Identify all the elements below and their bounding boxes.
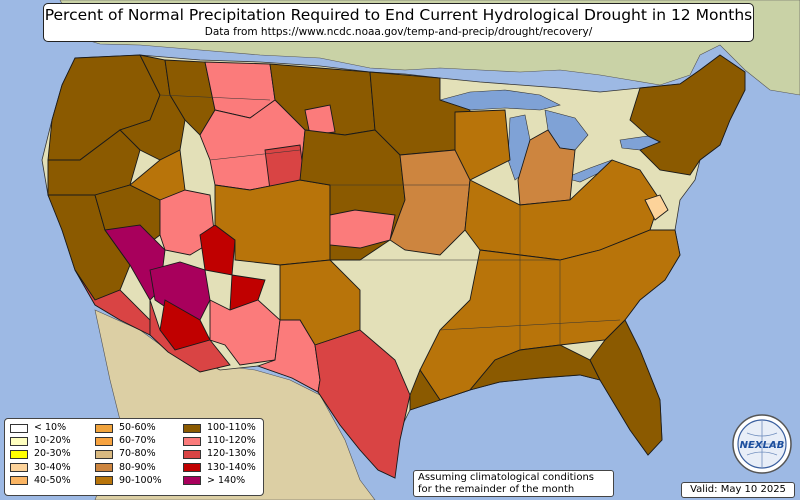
legend-item: 50-60%: [95, 422, 162, 434]
legend-label: 70-80%: [119, 448, 156, 460]
region-northeast: [629, 54, 746, 176]
legend-item: 60-70%: [95, 435, 162, 447]
map-title: Percent of Normal Precipitation Required…: [44, 6, 753, 24]
legend-item: > 140%: [183, 475, 256, 487]
legend-item: 100-110%: [183, 422, 256, 434]
legend-swatch: [95, 436, 113, 446]
legend-swatch: [10, 463, 28, 473]
legend-label: 120-130%: [207, 448, 256, 460]
legend: < 10% 10-20% 20-30% 30-40% 40-50% 50-60% 60-7…: [4, 418, 264, 496]
legend-swatch: [95, 449, 113, 459]
legend-item: 110-120%: [183, 435, 256, 447]
title-box: Percent of Normal Precipitation Required…: [43, 3, 754, 42]
region-arizona-south: [149, 299, 231, 373]
legend-item: 80-90%: [95, 462, 162, 474]
legend-swatch: [95, 476, 113, 486]
legend-swatch: [10, 423, 28, 433]
legend-item: 30-40%: [10, 462, 71, 474]
legend-item: 10-20%: [10, 435, 71, 447]
region-michigan: [517, 129, 576, 206]
globe-logo-icon: NEXLAB: [732, 414, 792, 474]
legend-swatch: [95, 463, 113, 473]
region-utah-red: [199, 224, 236, 276]
legend-swatch: [10, 476, 28, 486]
legend-label: 30-40%: [34, 461, 71, 473]
valid-date: Valid: May 10 2025: [681, 482, 795, 498]
note-line-2: for the remainder of the month: [418, 484, 575, 495]
legend-swatch: [10, 436, 28, 446]
legend-column: < 10% 10-20% 20-30% 30-40% 40-50%: [10, 422, 71, 488]
legend-swatch: [183, 436, 201, 446]
legend-swatch: [183, 463, 201, 473]
region-mid-atlantic-light: [644, 194, 669, 221]
legend-label: 100-110%: [207, 422, 256, 433]
legend-label: > 140%: [207, 474, 246, 486]
legend-column: 100-110% 110-120% 120-130% 130-140% > 140%: [183, 422, 256, 488]
logo-text: NEXLAB: [740, 440, 785, 451]
legend-label: 130-140%: [207, 461, 256, 473]
legend-label: 20-30%: [34, 448, 71, 460]
legend-label: 110-120%: [207, 435, 256, 447]
region-iowa-missouri: [389, 149, 471, 256]
legend-label: 50-60%: [119, 422, 156, 433]
legend-item: < 10%: [10, 422, 71, 434]
legend-swatch: [95, 423, 113, 433]
legend-item: 90-100%: [95, 475, 162, 487]
state-borders: [159, 94, 621, 350]
region-south-dakota-red: [304, 104, 336, 136]
legend-item: 40-50%: [10, 475, 71, 487]
legend-label: < 10%: [34, 422, 67, 433]
legend-swatch: [183, 423, 201, 433]
legend-label: 40-50%: [34, 474, 71, 486]
legend-label: 10-20%: [34, 435, 71, 447]
legend-item: 130-140%: [183, 462, 256, 474]
legend-label: 80-90%: [119, 461, 156, 473]
legend-column: 50-60% 60-70% 70-80% 80-90% 90-100%: [95, 422, 162, 488]
region-florida: [589, 319, 663, 456]
drought-regions: [47, 54, 746, 479]
legend-swatch: [10, 449, 28, 459]
lake-superior: [438, 89, 561, 111]
legend-item: 70-80%: [95, 448, 162, 460]
legend-swatch: [183, 476, 201, 486]
legend-item: 20-30%: [10, 448, 71, 460]
legend-label: 90-100%: [119, 474, 162, 486]
map-subtitle: Data from https://www.ncdc.noaa.gov/temp…: [204, 26, 593, 38]
assumption-note: Assuming climatological conditions for t…: [413, 470, 614, 497]
region-central-texas: [314, 329, 411, 479]
legend-label: 60-70%: [119, 435, 156, 447]
legend-item: 120-130%: [183, 448, 256, 460]
note-line-1: Assuming climatological conditions: [418, 472, 594, 483]
legend-swatch: [183, 449, 201, 459]
